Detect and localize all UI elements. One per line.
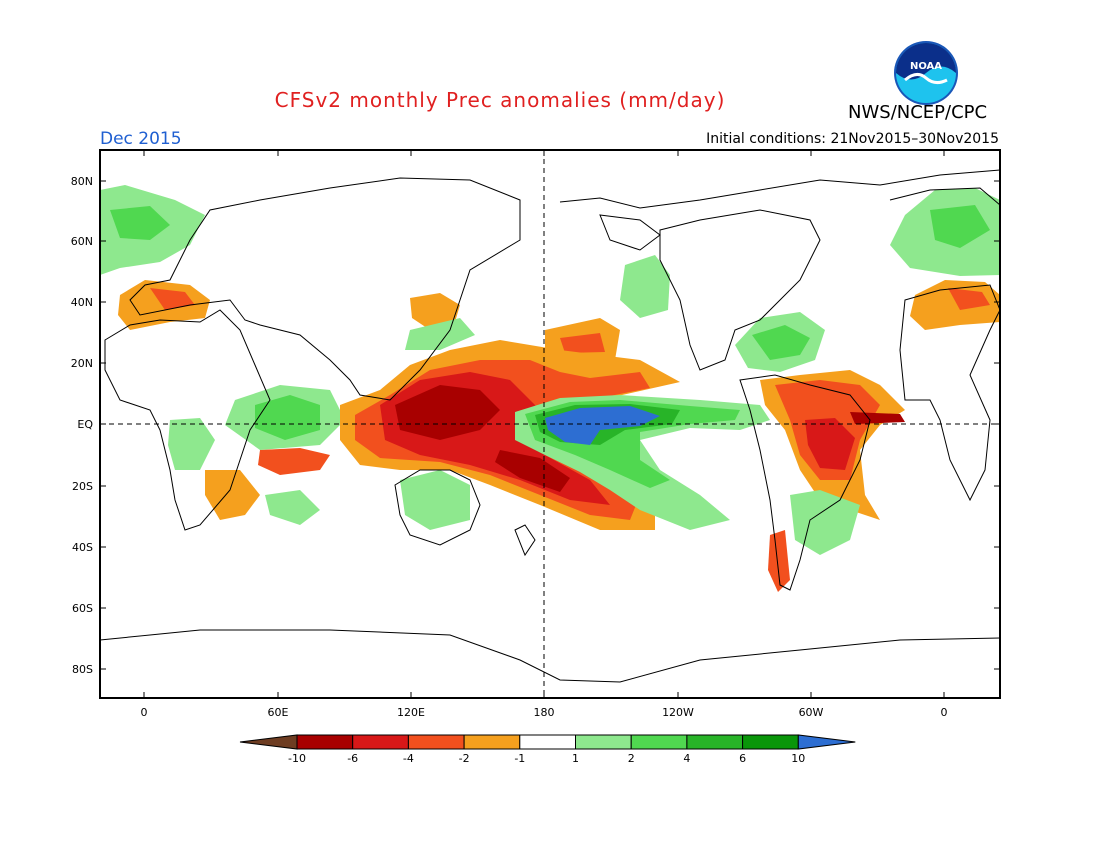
lon-label: 0 — [141, 706, 148, 719]
lat-label: 80N — [71, 175, 93, 188]
color-legend: -10 -6 -4 -2 -1 1 2 4 6 10 — [239, 734, 856, 765]
lon-label: 0 — [941, 706, 948, 719]
forecast-month: Dec 2015 — [100, 129, 182, 149]
legend-swatch — [686, 734, 744, 750]
lat-label: 20S — [72, 480, 93, 493]
legend-swatch — [296, 734, 354, 750]
legend-label: -4 — [403, 752, 414, 765]
lat-label: 60S — [72, 602, 93, 615]
legend-label: 4 — [683, 752, 690, 765]
anomaly-field — [100, 185, 1000, 592]
lat-label: 60N — [71, 235, 93, 248]
legend-swatch — [463, 734, 521, 750]
legend-label: -6 — [347, 752, 358, 765]
legend-swatch — [797, 734, 856, 750]
legend-swatch — [352, 734, 409, 750]
svg-text:NOAA: NOAA — [910, 61, 942, 72]
map-title: CFSv2 monthly Prec anomalies (mm/day) — [274, 88, 726, 112]
legend-label: 10 — [791, 752, 805, 765]
lat-label: 40N — [71, 296, 93, 309]
lat-label: 20N — [71, 357, 93, 370]
lon-label: 120E — [397, 706, 425, 719]
lon-label: 120W — [662, 706, 694, 719]
initial-conditions: Initial conditions: 21Nov2015–30Nov2015 — [706, 131, 999, 147]
legend-label: 6 — [739, 752, 746, 765]
legend-label: 1 — [572, 752, 579, 765]
legend-swatch — [519, 734, 576, 750]
legend-label: 2 — [628, 752, 635, 765]
lat-label: EQ — [77, 418, 93, 431]
legend-swatch — [630, 734, 688, 750]
lat-label: 80S — [72, 663, 93, 676]
axis-ticks: 80N 60N 40N 20N EQ 20S 40S 60S 80S 0 60E 120E 180 120… — [71, 150, 1000, 719]
lon-label: 180 — [534, 706, 555, 719]
legend-label: -1 — [514, 752, 525, 765]
legend-swatch — [742, 734, 799, 750]
coastlines — [100, 169, 1000, 683]
legend-label: -10 — [288, 752, 306, 765]
lon-label: 60W — [799, 706, 824, 719]
noaa-logo: NOAA — [893, 40, 959, 106]
reference-lines — [100, 150, 1000, 698]
legend-swatch — [575, 734, 632, 750]
legend-label: -2 — [459, 752, 470, 765]
legend-swatch — [239, 734, 298, 750]
legend-swatch — [407, 734, 465, 750]
agency-label: NWS/NCEP/CPC — [848, 102, 988, 123]
lat-label: 40S — [72, 541, 93, 554]
lon-label: 60E — [268, 706, 289, 719]
